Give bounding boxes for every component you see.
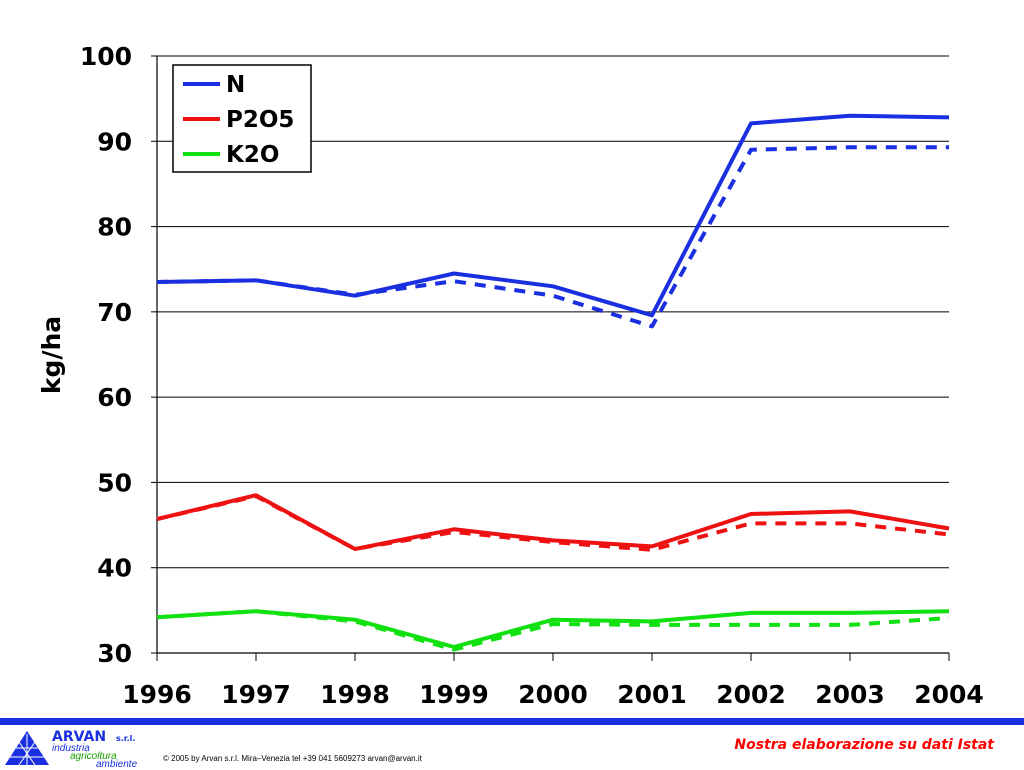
x-tick-label: 1996: [122, 680, 192, 709]
y-tick-labels: 30 40 50 60 70 80 90 100: [80, 42, 132, 668]
brand-suffix: s.r.l.: [116, 734, 136, 743]
legend-label: K2O: [226, 142, 279, 168]
x-tick-label: 1997: [221, 680, 291, 709]
brand-tagline-ambiente: ambiente: [96, 759, 138, 770]
y-tick-label: 60: [97, 383, 132, 412]
series-line-3-dashed: [156, 494, 950, 552]
y-tick-label: 90: [97, 127, 132, 156]
axes: [151, 55, 950, 661]
y-tick-label: 40: [97, 554, 132, 583]
x-tick-label: 2003: [815, 680, 885, 709]
x-tick-label: 2002: [716, 680, 786, 709]
brand-tagline-agricoltura: agricoltura: [70, 751, 117, 762]
series-line-4-solid: [156, 609, 950, 649]
x-tick-label: 1998: [320, 680, 390, 709]
x-tick-label: 2004: [914, 680, 984, 709]
series-line-1-dashed: [156, 145, 949, 329]
arvan-logo-mark-icon: [5, 731, 49, 766]
y-axis-title: kg/ha: [37, 316, 66, 394]
legend: N P2O5 K2O: [172, 64, 312, 173]
brand-name: ARVAN: [52, 729, 107, 745]
y-tick-label: 80: [97, 213, 132, 242]
y-tick-label: 50: [97, 468, 132, 497]
x-tick-label: 2001: [617, 680, 687, 709]
series-line-0-solid: [156, 113, 950, 318]
arvan-logo: ARVAN s.r.l. industria agricoltura ambie…: [0, 728, 160, 770]
series-lines: [156, 113, 950, 652]
legend-label: P2O5: [226, 107, 294, 133]
y-tick-label: 70: [97, 298, 132, 327]
legend-label: N: [226, 72, 245, 98]
brand-tagline-industria: industria: [52, 743, 90, 754]
y-tick-label: 30: [97, 639, 132, 668]
footer-bar: [0, 718, 1024, 725]
copyright-text: © 2005 by Arvan s.r.l. Mira–Venezia tel …: [163, 754, 422, 763]
x-tick-labels: 1996 1997 1998 1999 2000 2001 2002 2003 2004: [122, 680, 984, 709]
line-chart: 30 40 50 60 70 80 90 100 1996 1997 1998 1999 2000 20…: [37, 42, 984, 709]
y-tick-label: 100: [80, 42, 132, 71]
x-tick-label: 2000: [518, 680, 588, 709]
series-line-5-dashed: [156, 609, 950, 652]
source-note: Nostra elaborazione su dati Istat: [734, 737, 994, 753]
x-tick-label: 1999: [419, 680, 489, 709]
series-line-2-solid: [156, 493, 950, 551]
